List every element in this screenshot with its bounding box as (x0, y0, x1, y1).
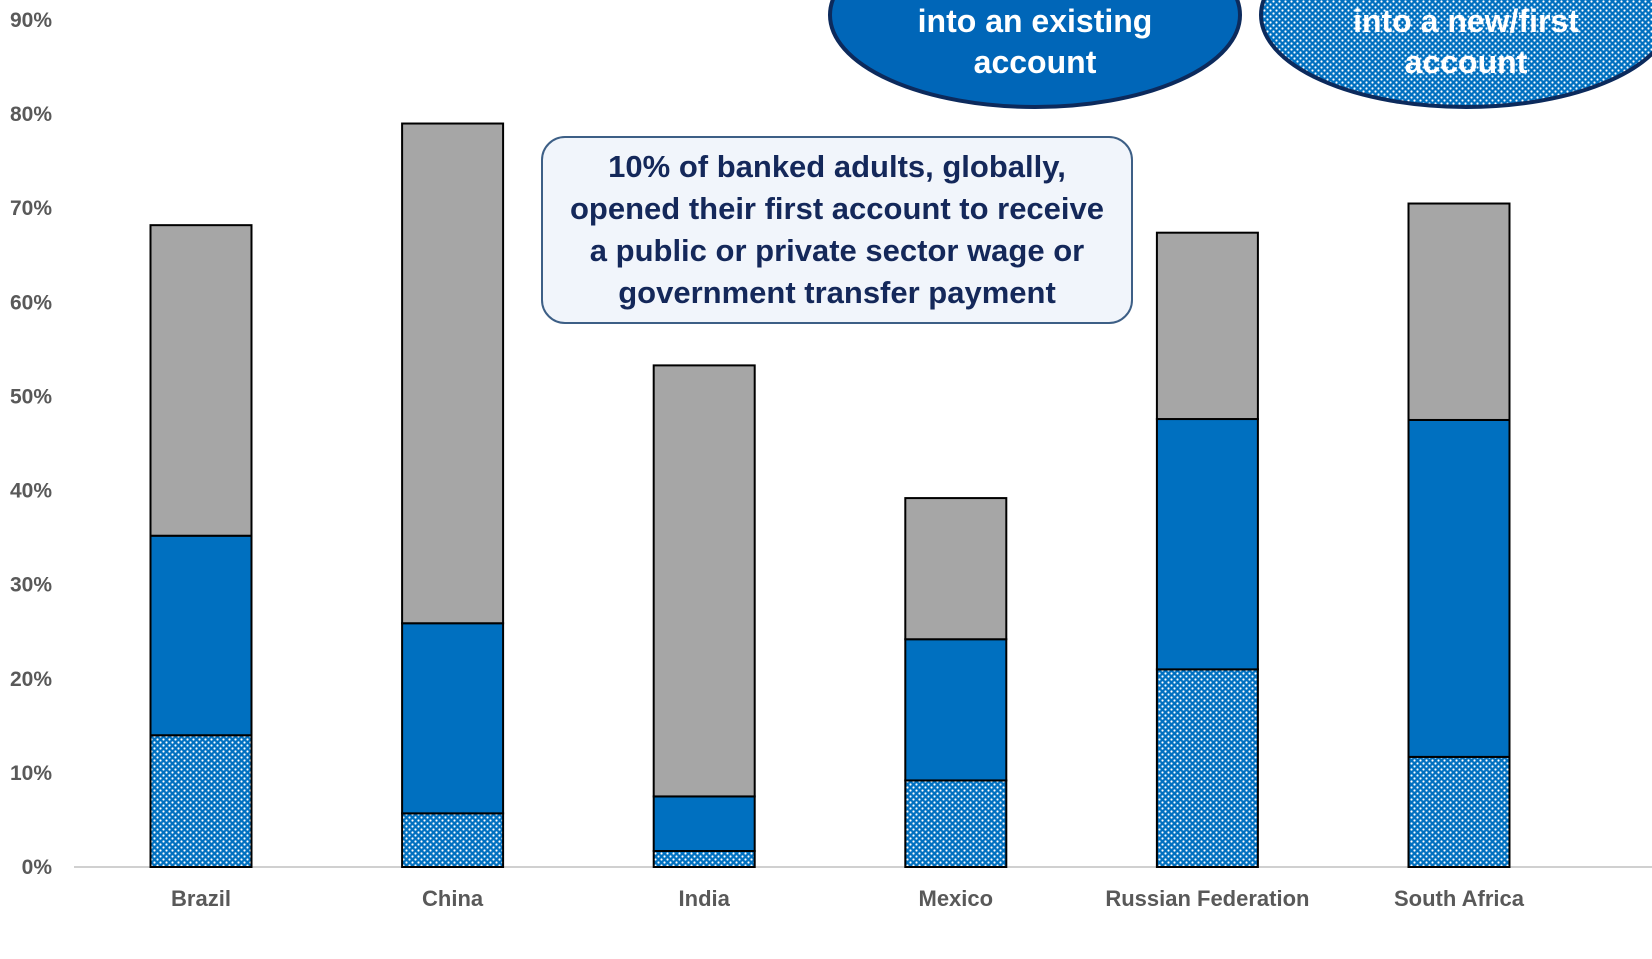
x-category-label: Brazil (171, 886, 231, 911)
bar-segment (401, 122, 505, 625)
bar-segment (1155, 231, 1259, 421)
y-tick-label: 70% (10, 197, 52, 220)
x-category-label: China (422, 886, 484, 911)
y-axis-tick-labels: 0% 10% 20% 30% 40% 50% 60% 70% 80% 90% (10, 9, 52, 879)
y-tick-label: 20% (10, 668, 52, 691)
bar-segment (904, 638, 1008, 782)
bars (149, 122, 1511, 869)
legend-bubble-new: into a new/first account (1259, 0, 1652, 109)
y-tick-label: 80% (10, 103, 52, 126)
y-tick-label: 60% (10, 291, 52, 314)
bar-segment (904, 779, 1008, 869)
legend-bubble-existing-line1: into an existing (918, 3, 1153, 39)
x-category-label: Mexico (919, 886, 994, 911)
y-tick-label: 50% (10, 385, 52, 408)
bar-segment (149, 734, 253, 868)
y-tick-label: 40% (10, 480, 52, 503)
legend-bubble-existing: into an existing account (828, 0, 1242, 109)
bar-segment (1407, 755, 1511, 869)
bar-segment (652, 795, 756, 853)
x-axis-category-labels: Brazil China India Mexico Russian Federation… (171, 886, 1525, 911)
bar-segment (149, 224, 253, 537)
legend-bubble-new-line2: account (1405, 44, 1528, 80)
legend-bubble-new-line1: into a new/first (1353, 3, 1579, 39)
y-tick-label: 90% (10, 9, 52, 32)
bar-segment (1407, 418, 1511, 758)
bar-segment (401, 622, 505, 815)
bar-segment (652, 364, 756, 798)
x-category-label: India (679, 886, 731, 911)
x-category-label: South Africa (1394, 886, 1525, 911)
bar-segment (652, 850, 756, 868)
y-tick-label: 10% (10, 762, 52, 785)
bar-segment (149, 534, 253, 737)
bar-segment (904, 497, 1008, 641)
y-tick-label: 0% (22, 856, 53, 879)
x-category-label: Russian Federation (1105, 886, 1309, 911)
bar-segment (1155, 668, 1259, 868)
bar-segment (1407, 202, 1511, 421)
y-tick-label: 30% (10, 574, 52, 597)
bar-segment (401, 812, 505, 869)
annotation-callout: 10% of banked adults, globally, opened t… (541, 136, 1133, 324)
bar-segment (1155, 418, 1259, 671)
legend-bubble-existing-line2: account (974, 44, 1097, 80)
